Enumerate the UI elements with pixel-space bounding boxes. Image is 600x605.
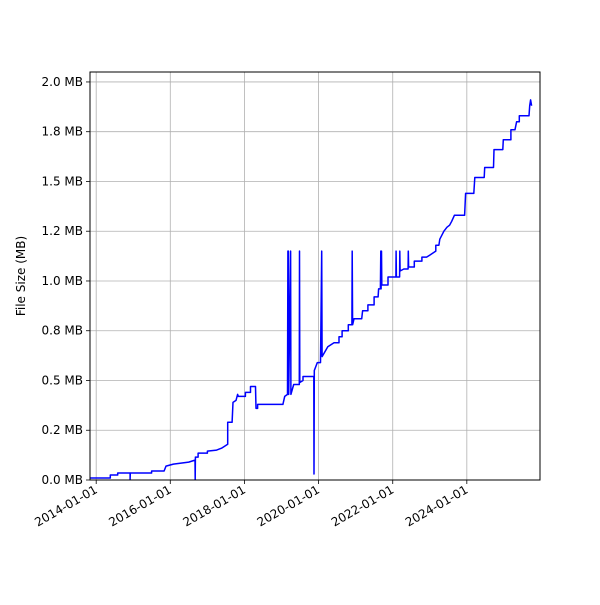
y-axis-label: File Size (MB)	[14, 236, 28, 316]
x-tick-label: 2014-01-01	[32, 482, 99, 529]
x-axis: 2014-01-01 2016-01-01 2018-01-01 2020-01-01…	[32, 480, 470, 529]
y-tick-label: 1.5 MB	[42, 174, 83, 188]
y-tick-label: 1.0 MB	[42, 274, 83, 288]
y-tick-label: 0.0 MB	[42, 473, 83, 487]
x-tick-label: 2018-01-01	[181, 482, 248, 529]
plot-frame	[89, 71, 541, 481]
x-tick-label: 2020-01-01	[255, 482, 322, 529]
y-tick-label: 0.8 MB	[42, 324, 83, 338]
x-tick-label: 2024-01-01	[403, 482, 470, 529]
y-tick-label: 1.2 MB	[42, 224, 83, 238]
series-layer	[90, 99, 533, 480]
grid-lines	[90, 72, 540, 481]
y-tick-label: 0.5 MB	[42, 373, 83, 387]
y-axis: 0.0 MB 0.2 MB 0.5 MB 0.8 MB 1.0 MB 1.2 MB 1.5 …	[42, 75, 90, 487]
y-tick-label: 0.2 MB	[42, 423, 83, 437]
y-tick-label: 1.8 MB	[42, 125, 83, 139]
x-tick-label: 2016-01-01	[106, 482, 173, 529]
series-line-0	[90, 99, 533, 480]
x-tick-label: 2022-01-01	[329, 482, 396, 529]
y-tick-label: 2.0 MB	[42, 75, 83, 89]
